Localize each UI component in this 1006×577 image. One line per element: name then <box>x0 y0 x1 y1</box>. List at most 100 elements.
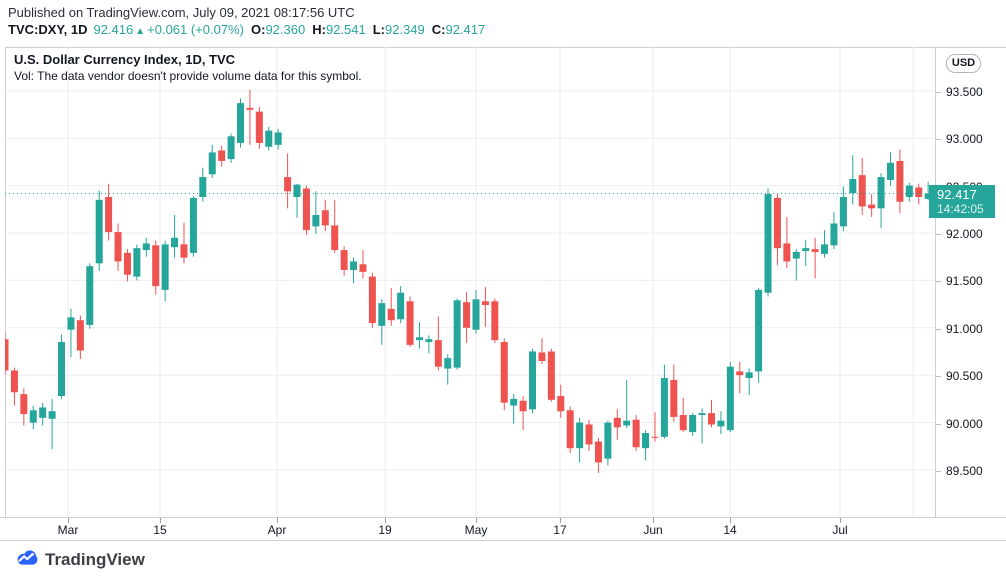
candle-body <box>708 413 715 425</box>
candle-body <box>152 245 160 287</box>
plot-left-border <box>5 47 6 541</box>
candle-body <box>896 160 904 202</box>
candle-body <box>218 150 226 161</box>
candle-body <box>557 396 565 412</box>
candle-body <box>434 340 442 367</box>
candle-body <box>651 436 659 438</box>
candle-body <box>39 407 47 418</box>
symbol-status-line: TVC:DXY, 1D 92.416 ▲ +0.061 (+0.07%) O:92.36… <box>8 22 485 37</box>
time-axis-label: Apr <box>267 523 287 537</box>
brand-name[interactable]: TradingView <box>45 550 145 569</box>
candle-body <box>123 252 131 275</box>
candle-body <box>321 210 329 226</box>
time-axis-tick <box>277 518 278 523</box>
last-price-badge: 92.417 14:42:05 <box>929 185 995 219</box>
time-axis-tick <box>476 518 477 523</box>
candle-body <box>312 214 320 227</box>
time-axis-label: 19 <box>378 523 392 537</box>
candle-body <box>547 351 555 400</box>
price-axis-label: 91.500 <box>946 274 983 289</box>
last-price: 92.416 <box>93 22 134 37</box>
candle-body <box>227 136 235 160</box>
candle-body <box>660 378 668 437</box>
time-axis[interactable]: Mar 15 Apr 19 May 17 Jun 14 Jul <box>0 517 1006 541</box>
candle-body <box>406 301 414 345</box>
up-arrow-icon: ▲ <box>135 26 146 37</box>
candlestick-chart[interactable] <box>5 47 935 517</box>
price-axis-tick <box>936 91 941 93</box>
price-axis-tick <box>936 328 941 330</box>
time-axis-label: Jul <box>832 523 848 537</box>
candle-body <box>425 339 433 343</box>
candle-body <box>792 251 800 259</box>
published-line: Published on TradingView.com, July 09, 2… <box>8 5 355 20</box>
candle-body <box>623 420 631 426</box>
candle-body <box>208 152 216 175</box>
tradingview-logo[interactable] <box>13 548 41 570</box>
bar-countdown: 14:42:05 <box>937 202 984 217</box>
candle-body <box>20 394 28 415</box>
candle-body <box>48 411 56 419</box>
price-axis-label: 89.500 <box>946 464 983 478</box>
low-label: L: <box>372 22 385 37</box>
candle-body <box>802 248 810 252</box>
time-axis-label: Mar <box>57 523 79 537</box>
price-axis-tick <box>936 281 941 283</box>
time-axis-label: Jun <box>643 523 663 537</box>
change-value: +0.061 (+0.07%) <box>147 22 244 37</box>
candle-body <box>764 194 772 293</box>
candle-body <box>566 410 574 449</box>
candle-body <box>642 433 650 449</box>
candle-body <box>199 177 207 197</box>
candle-body <box>114 232 122 262</box>
candle-body <box>538 352 546 361</box>
time-axis-label: 15 <box>153 523 167 537</box>
time-axis-tick <box>730 518 731 523</box>
candle-body <box>594 441 602 463</box>
candle-body <box>736 371 744 376</box>
candle-body <box>519 400 527 412</box>
high-value: 92.541 <box>325 22 366 37</box>
candle-body <box>585 424 593 445</box>
candle-body <box>698 413 706 416</box>
candle-body <box>293 184 301 197</box>
candle-body <box>849 178 857 194</box>
price-axis-label: 91.000 <box>946 321 983 336</box>
candle-body <box>246 107 254 110</box>
candle-body <box>755 289 763 372</box>
candle-body <box>481 301 489 306</box>
price-axis-label: 92.000 <box>946 227 983 241</box>
price-axis-tick <box>936 139 941 141</box>
candle-body <box>510 398 518 406</box>
candle-body <box>95 199 103 264</box>
currency-unit-button[interactable]: USD <box>946 54 981 73</box>
candle-body <box>717 420 725 427</box>
candle-body <box>265 130 273 147</box>
candle-body <box>745 372 753 379</box>
candle-body <box>76 320 84 351</box>
candle-body <box>500 342 508 403</box>
price-axis[interactable]: 93.50093.00092.50092.00091.50091.00090.5… <box>935 47 1006 517</box>
candle-body <box>783 243 791 262</box>
candle-body <box>5 339 9 371</box>
candle-body <box>679 415 687 431</box>
candle-body <box>133 248 141 277</box>
price-axis-tick <box>936 471 941 472</box>
open-label: O: <box>251 22 266 37</box>
candle-body <box>491 301 499 341</box>
time-axis-label: 17 <box>553 523 567 537</box>
candle-body <box>726 366 734 431</box>
time-axis-tick <box>160 518 161 523</box>
candle-body <box>830 223 838 246</box>
chart-title[interactable]: U.S. Dollar Currency Index, 1D, TVC <box>14 52 236 67</box>
candle-body <box>613 417 621 428</box>
candle-body <box>689 415 697 433</box>
candle-body <box>10 370 18 393</box>
candle-body <box>858 175 866 207</box>
time-axis-label: May <box>464 523 488 537</box>
price-axis-label: 90.500 <box>946 369 983 384</box>
candle-body <box>86 266 94 325</box>
candle-body <box>331 225 339 251</box>
candle-body <box>171 237 179 248</box>
candle-body <box>237 103 244 143</box>
